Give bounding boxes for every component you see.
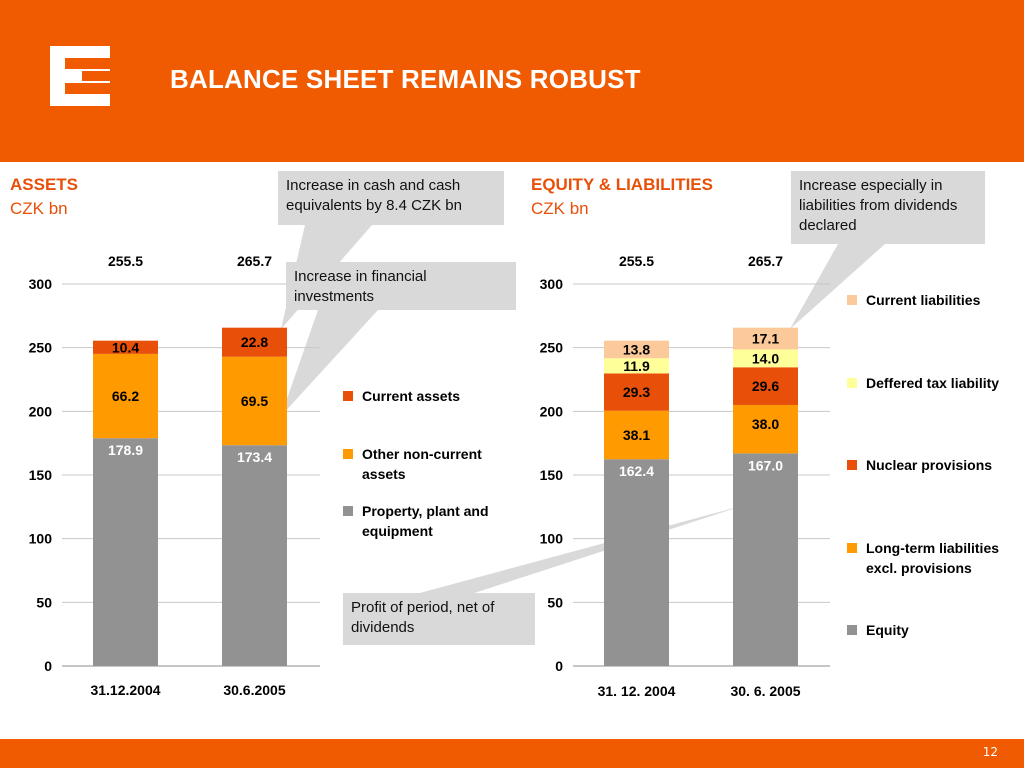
page-title: BALANCE SHEET REMAINS ROBUST (170, 64, 641, 94)
bar-segment (222, 356, 287, 446)
legend-label: Long-term liabilities excl. provisions (866, 540, 1000, 576)
x-tick-label: 31.12.2004 (90, 682, 160, 698)
legend-item-current-liabilities: Current liabilities (847, 290, 1022, 310)
bar-segment (733, 453, 798, 666)
legend-item-deferred-tax: Deffered tax liability (847, 373, 1022, 393)
total-label: 255.5 (108, 253, 143, 269)
legend-label: Equity (866, 622, 909, 638)
legend-label: Deffered tax liability (866, 375, 1000, 391)
y-tick-label: 300 (29, 276, 53, 292)
legend-swatch (343, 506, 353, 516)
y-tick-label: 250 (540, 340, 564, 356)
legend-swatch (847, 295, 857, 305)
bar-segment (733, 367, 798, 405)
legend-swatch (847, 378, 857, 388)
data-label: 38.1 (623, 427, 650, 443)
page-number: 12 (982, 745, 998, 759)
callout-financial: Increase in financial investments (286, 262, 516, 310)
bar-segment (93, 438, 158, 666)
liabilities-title: EQUITY & LIABILITIES (531, 175, 713, 194)
legend-item-ppe: Property, plant and equipment (343, 501, 518, 541)
data-label: 11.9 (623, 358, 650, 374)
assets-unit: CZK bn (10, 199, 68, 218)
legend-swatch (847, 625, 857, 635)
legend-label: Current assets (362, 388, 461, 404)
y-tick-label: 100 (540, 531, 564, 547)
data-label: 38.0 (752, 416, 779, 432)
data-label: 29.6 (752, 378, 779, 394)
bar-segment (733, 327, 798, 350)
legend-swatch (343, 449, 353, 459)
data-label: 13.8 (623, 341, 650, 357)
y-tick-label: 150 (29, 467, 53, 483)
assets-chart: 0 50 100 150 200 250 300 178.9 66.2 10.4 255.5 31.1… (29, 253, 320, 698)
liabilities-unit: CZK bn (531, 199, 589, 218)
y-tick-label: 200 (29, 403, 53, 419)
callout-cash: Increase in cash and cash equivalents by… (278, 171, 504, 225)
bar-segment (604, 459, 669, 666)
total-label: 255.5 (619, 253, 654, 269)
legend-swatch (847, 543, 857, 553)
bar-segment (222, 445, 287, 666)
y-tick-label: 50 (547, 594, 563, 610)
callout-liabilities-pointer (790, 244, 885, 329)
bar-segment (733, 349, 798, 368)
bar-segment (604, 358, 669, 374)
data-label: 29.3 (623, 384, 650, 400)
data-label: 10.4 (112, 339, 139, 355)
data-label: 14.0 (752, 350, 779, 366)
data-label: 22.8 (241, 334, 268, 350)
liabilities-section-title: EQUITY & LIABILITIES CZK bn (531, 173, 713, 221)
callout-profit: Profit of period, net of dividends (343, 593, 535, 645)
liabilities-chart: 0 50 100 150 200 250 300 162.4 38.1 29.3 11.913.8 2… (540, 253, 830, 699)
data-label: 17.1 (752, 331, 779, 347)
data-label: 69.5 (241, 393, 268, 409)
footer-bar: 12 (0, 739, 1024, 768)
y-tick-label: 200 (540, 403, 564, 419)
legend-item-other-noncurrent: Other non-current assets (343, 444, 513, 484)
y-tick-label: 250 (29, 340, 53, 356)
bar-segment (93, 340, 158, 354)
data-label: 167.0 (748, 457, 783, 473)
callout-liabilities: Increase especially in liabilities from … (791, 171, 985, 244)
legend-item-equity: Equity (847, 620, 1022, 640)
y-tick-label: 300 (540, 276, 564, 292)
legend-swatch (343, 391, 353, 401)
total-label: 265.7 (748, 253, 783, 269)
assets-title: ASSETS (10, 175, 79, 194)
bar-segment (604, 410, 669, 460)
bar-segment (93, 353, 158, 439)
legend-item-nuclear: Nuclear provisions (847, 455, 1022, 475)
y-tick-label: 0 (555, 658, 563, 674)
y-tick-label: 150 (540, 467, 564, 483)
bar-segment (604, 340, 669, 359)
bar-segment (604, 373, 669, 411)
callout-financial-pointer (281, 310, 378, 416)
y-tick-label: 0 (44, 658, 52, 674)
data-label: 178.9 (108, 442, 143, 458)
y-tick-label: 100 (29, 531, 53, 547)
legend-label: Nuclear provisions (866, 457, 993, 473)
legend-item-longterm: Long-term liabilities excl. provisions (847, 538, 1022, 578)
bar-segment (222, 327, 287, 357)
total-label: 265.7 (237, 253, 272, 269)
header-bar: BALANCE SHEET REMAINS ROBUST (0, 0, 1024, 162)
x-tick-label: 30.6.2005 (223, 682, 285, 698)
legend-swatch (847, 460, 857, 470)
cez-logo-icon (50, 46, 110, 106)
legend-label: Other non-current assets (362, 446, 482, 482)
legend-item-current-assets: Current assets (343, 386, 513, 406)
data-label: 173.4 (237, 449, 272, 465)
x-tick-label: 31. 12. 2004 (598, 683, 676, 699)
data-label: 162.4 (619, 463, 654, 479)
y-tick-label: 50 (36, 594, 52, 610)
bar-segment (733, 404, 798, 454)
assets-section-title: ASSETS CZK bn (10, 173, 78, 221)
legend-label: Property, plant and equipment (362, 503, 489, 539)
legend-label: Current liabilities (866, 292, 981, 308)
data-label: 66.2 (112, 388, 139, 404)
x-tick-label: 30. 6. 2005 (730, 683, 800, 699)
